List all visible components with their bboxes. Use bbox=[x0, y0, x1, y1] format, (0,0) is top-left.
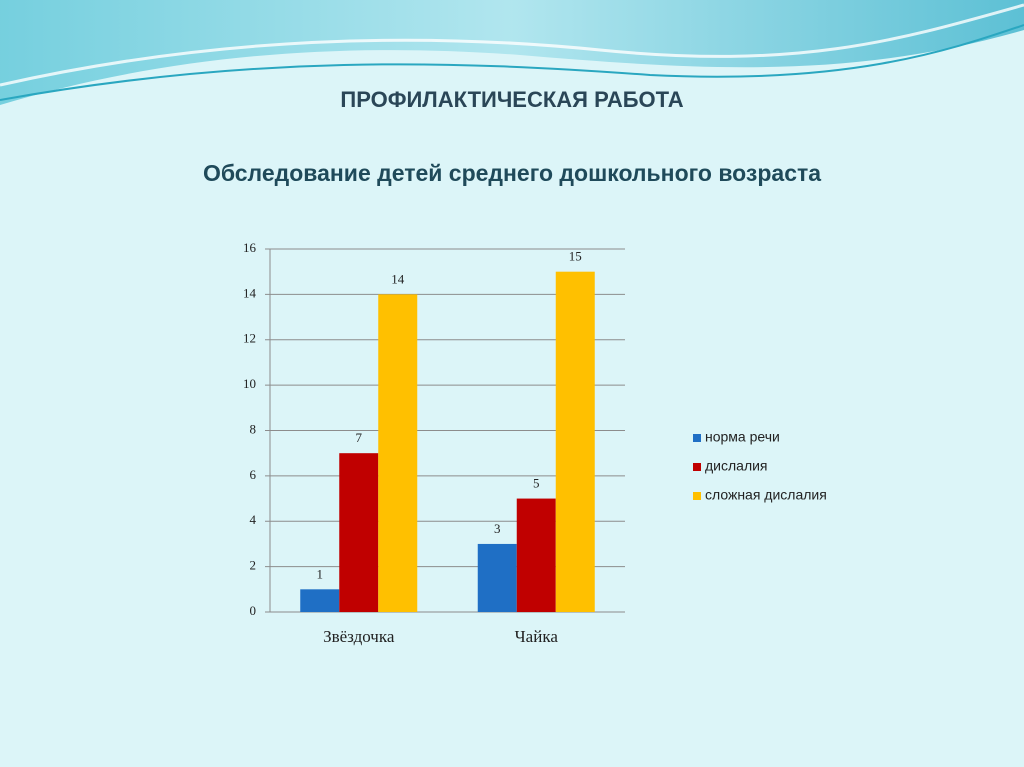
data-label: 7 bbox=[356, 430, 363, 445]
bar bbox=[300, 589, 340, 612]
wave-line bbox=[0, 24, 1024, 101]
y-tick-label: 10 bbox=[243, 376, 256, 391]
y-tick-label: 0 bbox=[250, 603, 257, 618]
wave bbox=[0, 0, 1024, 105]
bar bbox=[339, 453, 379, 612]
y-tick-label: 12 bbox=[243, 331, 256, 346]
chart-title: ПРОФИЛАКТИЧЕСКАЯ РАБОТА bbox=[340, 87, 683, 112]
legend-swatch bbox=[693, 434, 701, 442]
data-label: 1 bbox=[317, 566, 324, 581]
data-label: 3 bbox=[494, 521, 501, 536]
y-tick-label: 14 bbox=[243, 285, 257, 300]
y-tick-label: 4 bbox=[250, 512, 257, 527]
y-tick-label: 6 bbox=[250, 467, 257, 482]
wave-line bbox=[0, 3, 1024, 87]
data-label: 14 bbox=[391, 271, 405, 286]
bar bbox=[378, 294, 418, 612]
legend-label: норма речи bbox=[705, 429, 780, 445]
y-tick-label: 16 bbox=[243, 240, 257, 255]
legend-swatch bbox=[693, 463, 701, 471]
y-tick-label: 8 bbox=[250, 421, 257, 436]
bar bbox=[477, 543, 517, 612]
legend-swatch bbox=[693, 492, 701, 500]
bar bbox=[555, 271, 595, 612]
x-tick-label: Чайка bbox=[515, 627, 559, 646]
legend-label: дислалия bbox=[705, 458, 768, 474]
data-label: 15 bbox=[569, 249, 582, 264]
legend-label: сложная дислалия bbox=[705, 487, 827, 503]
x-tick-label: Звёздочка bbox=[323, 627, 395, 646]
bar bbox=[516, 498, 556, 612]
chart-subtitle: Обследование детей среднего дошкольного … bbox=[203, 160, 821, 186]
y-tick-label: 2 bbox=[250, 558, 257, 573]
data-label: 5 bbox=[533, 476, 540, 491]
